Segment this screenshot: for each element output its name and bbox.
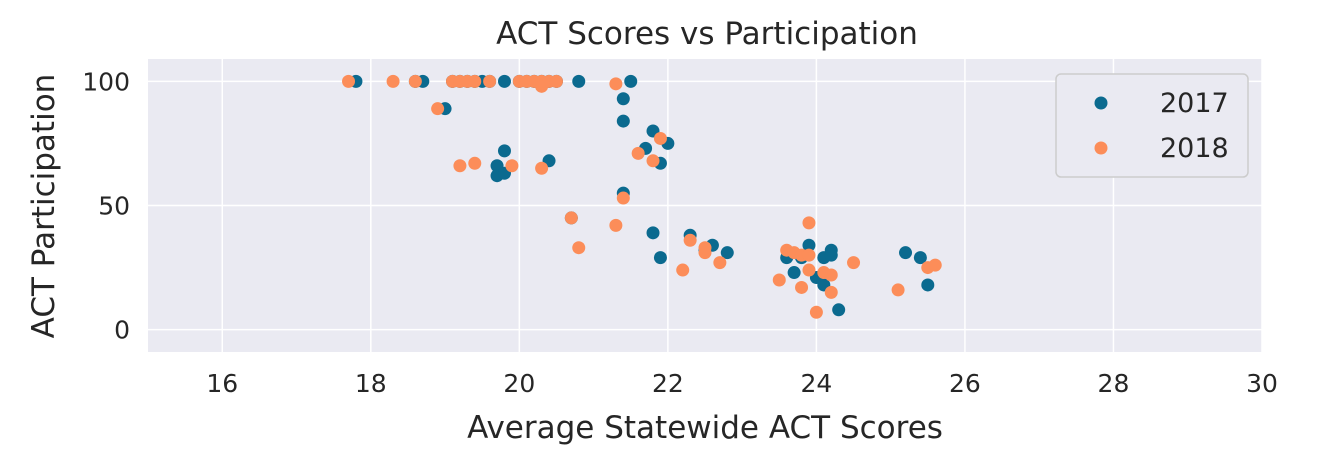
data-point-2018 <box>795 280 809 294</box>
legend-label-2018: 2018 <box>1160 133 1229 164</box>
data-point-2018 <box>847 256 861 270</box>
data-point-2018 <box>891 283 905 297</box>
data-point-2018 <box>928 258 942 272</box>
data-point-2018 <box>802 263 816 277</box>
data-point-2018 <box>698 241 712 255</box>
data-point-2017 <box>899 246 913 260</box>
data-point-2017 <box>787 266 801 280</box>
data-points <box>342 74 942 319</box>
legend: 2017 2018 <box>1055 73 1249 178</box>
data-point-2017 <box>720 246 734 260</box>
data-point-2018 <box>616 191 630 205</box>
data-point-2018 <box>802 216 816 230</box>
data-point-2017 <box>497 144 511 158</box>
x-axis-title: Average Statewide ACT Scores <box>467 410 943 446</box>
x-tick-label: 18 <box>355 369 387 398</box>
legend-label-2017: 2017 <box>1160 88 1229 119</box>
data-point-2018 <box>431 102 445 116</box>
y-tick-label: 50 <box>98 192 130 221</box>
data-point-2017 <box>824 243 838 257</box>
data-point-2017 <box>653 251 667 265</box>
data-point-2018 <box>676 263 690 277</box>
y-tick-label: 0 <box>114 316 130 345</box>
data-point-2018 <box>631 146 645 160</box>
data-point-2018 <box>809 305 823 319</box>
data-point-2018 <box>802 248 816 262</box>
data-point-2018 <box>713 256 727 270</box>
data-point-2018 <box>483 74 497 88</box>
data-point-2017 <box>616 92 630 106</box>
legend-marker-2017 <box>1094 96 1108 110</box>
y-tick-labels: 0 50 100 <box>82 67 130 344</box>
data-point-2018 <box>653 131 667 145</box>
chart-title: ACT Scores vs Participation <box>496 16 918 52</box>
data-point-2017 <box>832 303 846 317</box>
data-point-2018 <box>468 156 482 170</box>
data-point-2017 <box>624 74 638 88</box>
data-point-2017 <box>913 251 927 265</box>
data-point-2018 <box>386 74 400 88</box>
x-tick-label: 26 <box>949 369 981 398</box>
data-point-2018 <box>535 161 549 175</box>
y-axis-title: ACT Participation <box>26 74 62 339</box>
data-point-2018 <box>468 74 482 88</box>
data-point-2017 <box>616 114 630 128</box>
data-point-2017 <box>921 278 935 292</box>
data-point-2018 <box>342 74 356 88</box>
data-point-2017 <box>802 238 816 252</box>
x-tick-label: 28 <box>1098 369 1130 398</box>
data-point-2018 <box>683 233 697 247</box>
y-tick-label: 100 <box>82 67 130 96</box>
data-point-2018 <box>572 241 586 255</box>
x-tick-label: 22 <box>652 369 684 398</box>
x-tick-labels: 16 18 20 22 24 26 28 30 <box>206 369 1278 398</box>
legend-marker-2018 <box>1094 141 1108 155</box>
data-point-2018 <box>646 154 660 168</box>
x-tick-label: 16 <box>206 369 238 398</box>
x-tick-label: 24 <box>800 369 832 398</box>
data-point-2018 <box>408 74 422 88</box>
data-point-2018 <box>549 74 563 88</box>
x-tick-label: 20 <box>503 369 535 398</box>
data-point-2017 <box>497 74 511 88</box>
data-point-2018 <box>609 77 623 91</box>
data-point-2018 <box>772 273 786 287</box>
x-tick-label: 30 <box>1246 369 1278 398</box>
data-point-2018 <box>609 218 623 232</box>
data-point-2018 <box>824 285 838 299</box>
data-point-2017 <box>572 74 586 88</box>
data-point-2017 <box>646 226 660 240</box>
data-point-2018 <box>824 268 838 282</box>
data-point-2018 <box>505 159 519 173</box>
data-point-2018 <box>453 159 467 173</box>
data-point-2018 <box>564 211 578 225</box>
